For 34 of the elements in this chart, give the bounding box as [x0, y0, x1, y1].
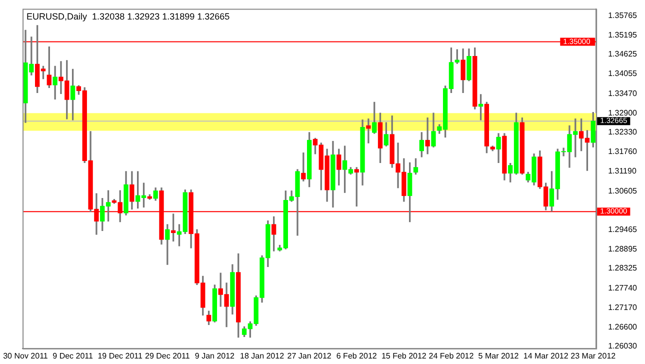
x-tick-label: 9 Jan 2012 — [194, 351, 236, 360]
y-tick-label: 1.31190 — [608, 166, 637, 176]
y-tick-label: 1.32900 — [608, 108, 638, 118]
candlestick — [366, 118, 371, 144]
x-tick-label: 18 Jan 2012 — [240, 351, 285, 360]
y-tick-label: 1.27170 — [608, 302, 638, 312]
x-tick-label: 15 Feb 2012 — [381, 351, 427, 360]
x-tick-label: 30 Nov 2011 — [3, 351, 48, 360]
y-tick-label: 1.35195 — [608, 30, 638, 40]
y-tick-label: 1.35765 — [608, 10, 638, 20]
y-tick-label: 1.28895 — [608, 244, 638, 254]
y-tick-label: 1.26600 — [608, 322, 638, 332]
x-tick-label: 5 Mar 2012 — [478, 351, 520, 360]
y-tick-label: 1.26030 — [608, 342, 638, 351]
x-tick-label: 9 Dec 2011 — [52, 351, 94, 360]
chart-title: EURUSD,Daily 1.32038 1.32923 1.31899 1.32665 — [26, 11, 230, 22]
y-tick-label: 1.29465 — [608, 224, 638, 234]
x-tick-label: 29 Dec 2011 — [145, 351, 190, 360]
y-tick-label: 1.33470 — [608, 88, 638, 98]
candlestick — [425, 118, 430, 154]
y-tick-label: 1.30605 — [608, 186, 638, 196]
y-tick-label: 1.34055 — [608, 69, 638, 78]
x-tick-label: 14 Mar 2012 — [523, 351, 569, 360]
x-tick-label: 24 Feb 2012 — [428, 351, 474, 360]
y-tick-label: 1.31760 — [608, 147, 638, 156]
x-tick-label: 6 Feb 2012 — [336, 351, 378, 360]
x-tick-label: 23 Mar 2012 — [570, 351, 616, 360]
y-tick-label: 1.28325 — [608, 264, 638, 273]
y-tick-label: 1.34625 — [608, 50, 638, 59]
x-tick-label: 19 Dec 2011 — [98, 351, 144, 360]
y-tick-label: 1.27740 — [608, 284, 638, 293]
x-tick-label: 27 Jan 2012 — [287, 351, 332, 360]
y-tick-label: 1.32330 — [608, 128, 638, 137]
candlestick — [52, 66, 58, 100]
